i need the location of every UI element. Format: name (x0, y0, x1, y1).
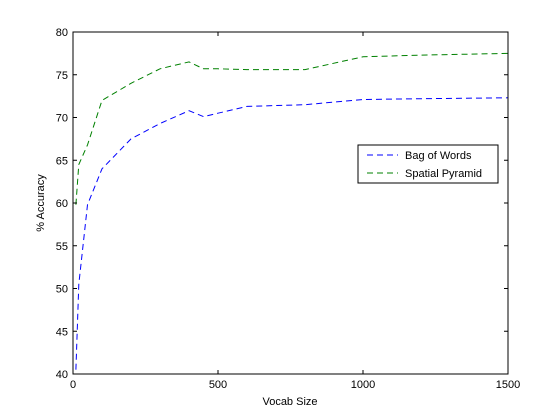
y-axis-label: % Accuracy (35, 174, 47, 232)
y-tick-label: 45 (56, 326, 68, 338)
series-line-bag-of-words (75, 97, 509, 370)
x-tick-label: 0 (70, 379, 76, 391)
series-layer (75, 52, 509, 370)
axes-box (72, 31, 509, 375)
x-axis-label: Vocab Size (262, 396, 317, 408)
x-tick-label: 500 (209, 379, 227, 391)
y-tick-label: 65 (56, 155, 68, 167)
y-tick-label: 70 (56, 113, 68, 125)
y-tick-label: 50 (56, 284, 68, 296)
plot-area (73, 32, 508, 374)
x-tick-label: 1000 (351, 379, 375, 391)
ticklabel-layer: 0 500 1000 1500 40 45 50 55 60 65 70 75 80 (56, 27, 520, 391)
y-tick-label: 80 (56, 27, 68, 39)
y-tick-label: 40 (56, 369, 68, 381)
legend-label-bag-of-words: Bag of Words (405, 150, 472, 162)
y-tick-label: 60 (56, 198, 68, 210)
y-tick-label: 55 (56, 241, 68, 253)
legend-box (357, 144, 499, 184)
legend: Bag of Words Spatial Pyramid (357, 144, 499, 184)
x-tick-label: 1500 (496, 379, 520, 391)
series-line-spatial-pyramid (75, 52, 509, 205)
legend-label-spatial-pyramid: Spatial Pyramid (405, 168, 482, 180)
y-tick-label: 75 (56, 70, 68, 82)
